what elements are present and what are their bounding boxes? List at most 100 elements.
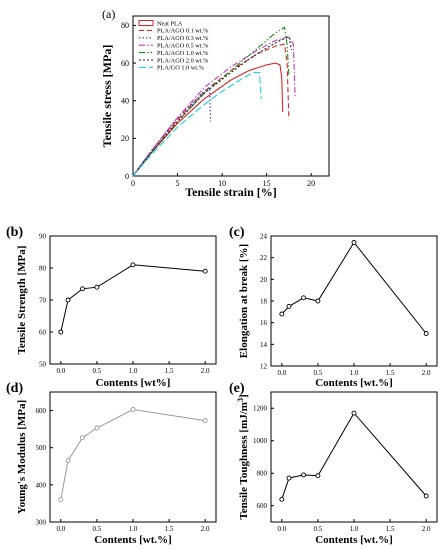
panel-a-frame [132,15,330,177]
x-tick-label: 0.0 [277,525,286,533]
legend-swatch-0 [138,20,154,26]
data-point [80,435,85,441]
data-point [315,298,321,304]
panel-a-ticks: 0 5 10 15 20 0 20 40 60 80 [121,21,315,188]
series-line [60,264,206,333]
data-point [94,284,100,290]
y-tick-label: 60 [121,59,129,68]
y-tick-label: 0 [125,172,129,181]
data-point [58,329,64,335]
y-tick-label: 70 [39,296,47,304]
y-tick-label: 600 [36,407,47,415]
panel-b-ylabel: Tensile Strength [MPa] [16,246,28,355]
series-line [281,241,427,334]
series-line-5 [132,35,293,177]
panel-c-ylabel: Elongation at break [%] [238,244,250,358]
panel-b-series [58,262,208,335]
y-tick-label: 90 [39,232,47,240]
panel-c-xlabel: Contents [wt.%] [315,377,393,389]
data-point [94,425,100,431]
legend-label-0: Neat PLA [157,20,183,27]
panel-b-ticks: 0.0 0.5 1.0 1.5 2.0 50 60 70 80 90 [39,232,210,375]
x-tick-label: 0.0 [56,525,65,533]
legend-label-4: PLA/AGO 1.0 wt.% [157,50,209,57]
panel-c-ticks: 0.0 0.5 1.0 1.5 2.0 12 14 16 18 20 22 24 [260,232,431,377]
legend-label-3: PLA/AGO 0.5 wt.% [157,43,209,50]
x-tick-label: 2.0 [201,525,210,533]
data-point [80,286,85,292]
panel-b: (b) 0.0 0.5 1.0 1.5 2.0 50 60 70 80 90 Contents [… [6,225,217,389]
y-tick-label: 80 [121,21,129,30]
x-tick-label: 0.5 [314,525,323,533]
series-line-2 [132,86,212,177]
data-point [286,475,292,481]
panel-d-ticks: 0.0 0.5 1.0 1.5 2.0 300 400 500 600 [36,407,211,533]
y-tick-label: 800 [257,470,268,478]
series-line [281,412,427,500]
panel-d-ylabel: Young's Modulus [MPa] [16,400,28,514]
data-point [315,473,321,479]
y-tick-label: 50 [39,360,47,368]
data-point [351,410,357,416]
legend-label-5: PLA/AGO 2.0 wt.% [157,57,209,64]
panel-e-series [279,410,429,502]
data-point [202,418,208,424]
y-tick-label: 600 [257,502,268,510]
x-tick-label: 1.5 [165,367,174,375]
y-tick-label: 60 [39,328,47,336]
data-point [58,497,64,503]
panel-d: (d) 0.0 0.5 1.0 1.5 2.0 300 400 500 600 Contents… [6,381,217,546]
x-tick-label: 1.5 [386,369,395,377]
panel-c-series [279,240,429,336]
y-tick-label: 40 [121,97,129,106]
x-tick-label: 15 [263,179,271,188]
panel-c: (c) 0.0 0.5 1.0 1.5 2.0 12 14 16 18 20 22 24 Conten… [229,225,438,389]
data-point [301,472,306,478]
y-tick-label: 1200 [253,405,268,413]
y-tick-label: 300 [36,518,47,526]
panel-c-frame [270,235,438,367]
panel-e-ylabel-group: Tensile Toughness [mJ/m3] [236,394,250,519]
y-tick-label: 500 [36,444,47,452]
data-point [279,311,285,317]
panel-a-ylabel: Tensile stress [MPa] [100,45,114,148]
x-tick-label: 0.5 [314,369,323,377]
data-point [130,407,136,412]
x-tick-label: 0.5 [93,525,102,533]
y-tick-label: 400 [36,481,47,489]
data-point [65,458,71,464]
panel-d-label: (d) [6,381,23,396]
x-tick-label: 2.0 [422,525,431,533]
x-tick-label: 0.0 [277,369,286,377]
y-tick-label: 16 [260,319,268,327]
x-tick-label: 1.5 [165,525,174,533]
x-tick-label: 1.0 [350,369,359,377]
series-line-0 [132,62,284,177]
data-point [351,240,357,245]
x-tick-label: 10 [218,179,226,188]
y-tick-label: 20 [260,276,268,284]
panel-a-label: (a) [102,7,115,21]
x-tick-label: 0 [131,179,135,188]
panel-b-xlabel: Contents [wt%] [96,377,171,389]
x-tick-label: 2.0 [201,367,210,375]
x-tick-label: 1.0 [129,367,138,375]
panel-e: (e) 0.0 0.5 1.0 1.5 2.0 600 800 1000 1200 Conten… [229,381,438,546]
panel-d-xlabel: Contents [wt.%] [94,534,172,546]
data-point [301,295,306,301]
x-tick-label: 0.5 [93,367,102,375]
panel-e-ticks: 0.0 0.5 1.0 1.5 2.0 600 800 1000 1200 [253,405,431,533]
x-tick-label: 0.0 [56,367,65,375]
x-tick-label: 2.0 [422,369,431,377]
x-tick-label: 1.0 [350,525,359,533]
panel-b-frame [49,235,217,365]
data-point [65,297,71,303]
data-point [279,496,285,502]
data-point [286,303,292,309]
panel-d-series [58,407,208,503]
y-tick-label: 80 [39,264,47,272]
y-tick-label: 20 [121,134,129,143]
